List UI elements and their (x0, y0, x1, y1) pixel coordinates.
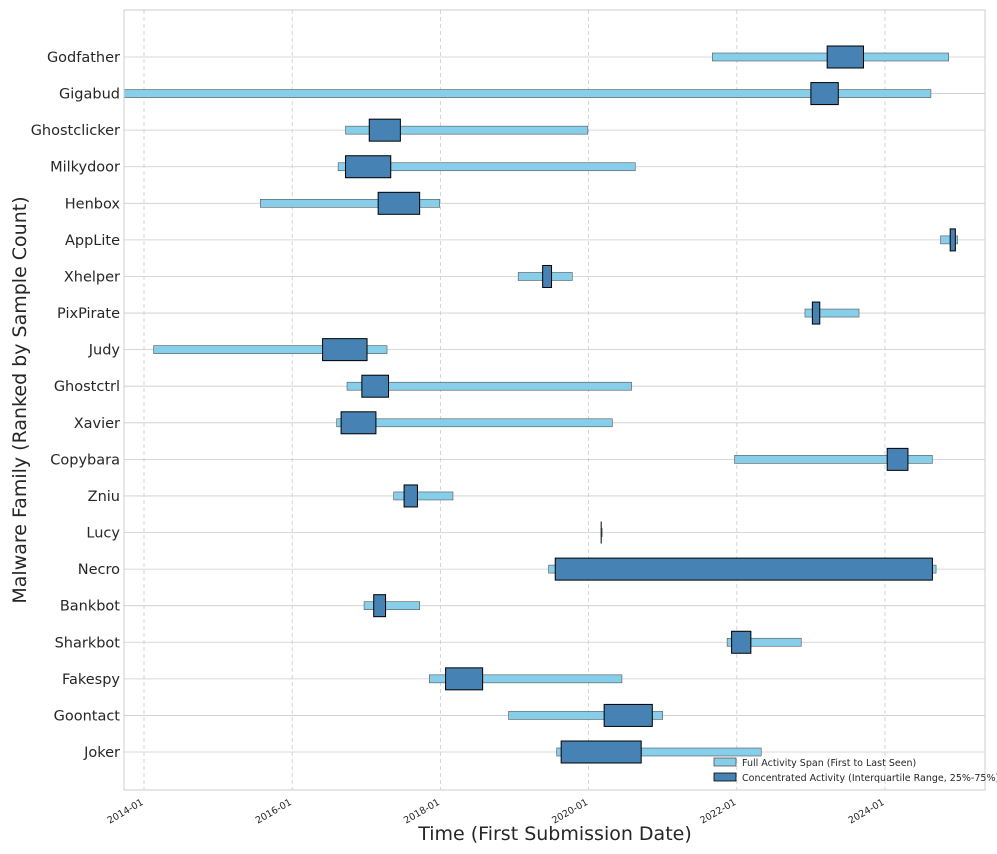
iqr-bar-milkydoor (345, 155, 392, 179)
iqr-bar-applite (949, 228, 956, 252)
plot-frame (123, 9, 986, 791)
y-tick-label: Xavier (74, 416, 120, 432)
plot-background (124, 10, 985, 790)
full-span-bar-bankbot (363, 601, 420, 610)
x-axis-label: Time (First Submission Date) (417, 823, 692, 845)
x-tick-label: 2024-01 (847, 797, 887, 826)
y-tick-label: Goontact (54, 708, 121, 724)
y-tick-label: Joker (83, 745, 120, 761)
iqr-bar-goontact (603, 703, 653, 727)
legend-full-label: Full Activity Span (First to Last Seen) (742, 758, 916, 769)
iqr-bar-xhelper (542, 264, 553, 288)
y-tick-label: Xhelper (64, 269, 120, 285)
y-tick-label: AppLite (65, 233, 120, 249)
iqr-bar-xavier (340, 411, 377, 435)
legend: Full Activity Span (First to Last Seen) … (713, 757, 997, 784)
x-tick-label: 2014-01 (106, 797, 146, 826)
y-tick-label: Judy (88, 343, 121, 359)
full-span-bar-gigabud (123, 89, 932, 98)
iqr-bar-copybara (886, 447, 909, 471)
y-tick-label: Ghostclicker (31, 123, 120, 139)
grid-layer (124, 10, 985, 790)
full-span-bar-xavier (336, 418, 613, 428)
legend-iqr-label: Concentrated Activity (Interquartile Ran… (742, 773, 997, 784)
iqr-bar-ghostclicker (368, 118, 401, 142)
iqr-bar-bankbot (373, 594, 387, 618)
x-tick-label: 2022-01 (698, 797, 738, 826)
full-span-bar-sharkbot (726, 637, 802, 647)
full-span-bar-milkydoor (337, 162, 636, 172)
iqr-bar-necro (554, 557, 933, 581)
full-span-bar-henbox (260, 199, 440, 208)
y-tick-label: Godfather (47, 50, 120, 66)
full-span-bar-zniu (393, 491, 454, 501)
y-tick-label: PixPirate (57, 306, 120, 322)
iqr-bar-godfather (826, 45, 864, 69)
y-axis-label: Malware Family (Ranked by Sample Count) (9, 196, 31, 603)
full-span-bar-joker (556, 747, 762, 757)
y-tick-label: Sharkbot (55, 635, 121, 651)
full-span-bar-ghostctrl (346, 381, 632, 391)
y-tick-label: Necro (78, 562, 120, 578)
iqr-bar-ghostctrl (361, 374, 390, 398)
full-span-bar-ghostclicker (345, 125, 589, 135)
x-tick-label: 2016-01 (254, 797, 294, 826)
iqr-bar-gigabud (810, 82, 839, 106)
legend-iqr-swatch (713, 772, 737, 782)
legend-full-swatch (713, 757, 737, 767)
y-tick-label: Fakespy (62, 672, 120, 688)
full-span-bar-fakespy (428, 674, 623, 684)
y-tick-label: Copybara (50, 452, 120, 468)
y-tick-label: Zniu (88, 489, 120, 505)
iqr-bar-sharkbot (731, 630, 752, 654)
iqr-bar-judy (322, 338, 368, 362)
y-tick-label: Gigabud (59, 87, 120, 103)
y-tick-labels: Godfather Gigabud Ghostclicker Milkydoor Hen… (31, 50, 121, 761)
full-span-bar-applite (940, 235, 958, 245)
full-span-bar-goontact (508, 711, 663, 720)
bars-layer (123, 45, 958, 764)
y-tick-label: Ghostctrl (54, 379, 120, 395)
iqr-bar-pixpirate (811, 301, 821, 325)
y-tick-label: Lucy (86, 526, 120, 542)
iqr-bar-zniu (403, 484, 418, 508)
iqr-bar-fakespy (445, 667, 484, 691)
iqr-bar-henbox (377, 191, 421, 215)
y-tick-label: Milkydoor (50, 160, 120, 176)
y-tick-label: Henbox (65, 196, 121, 212)
full-span-bar-pixpirate (804, 308, 860, 318)
full-span-bar-copybara (734, 455, 933, 464)
iqr-bar-joker (560, 740, 642, 764)
y-tick-label: Bankbot (60, 599, 120, 615)
full-span-bar-judy (153, 345, 388, 354)
